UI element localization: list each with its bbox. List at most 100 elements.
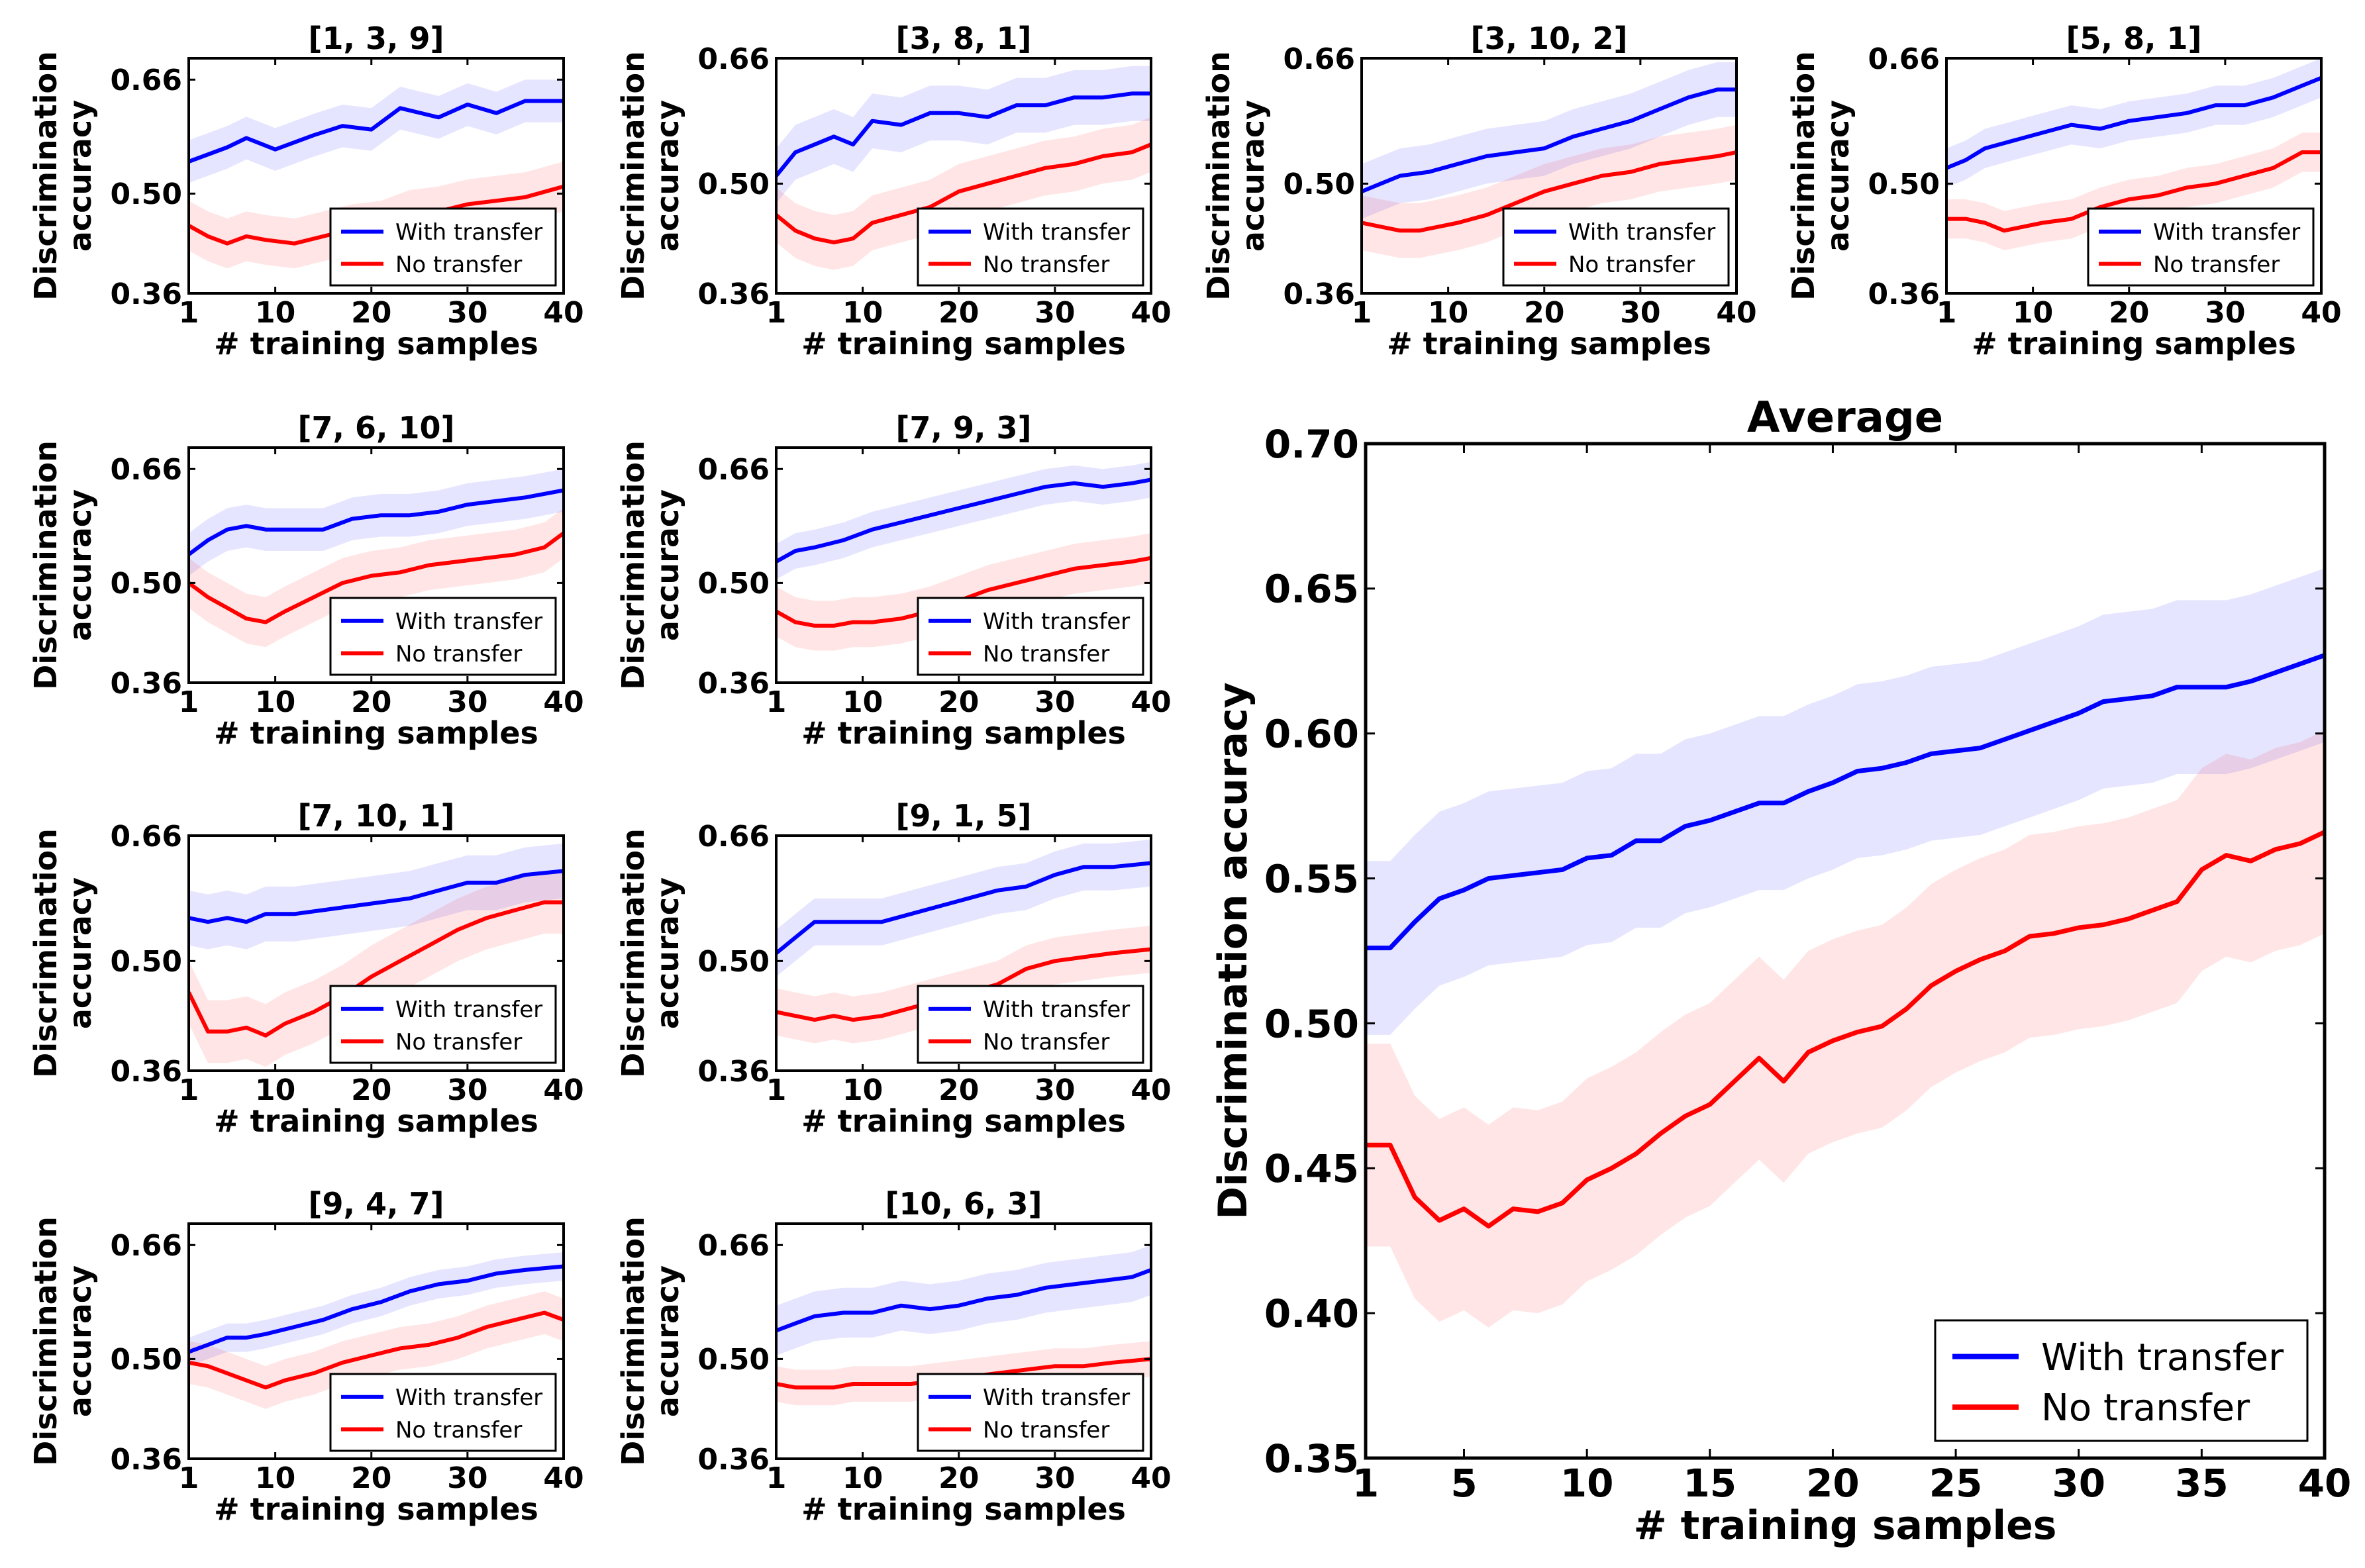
chart-title: [7, 9, 3] xyxy=(895,410,1031,446)
x-tick-label: 1 xyxy=(179,1461,199,1495)
x-tick-label: 10 xyxy=(842,685,883,719)
y-tick-label: 0.66 xyxy=(697,42,770,76)
x-tick-label: 1 xyxy=(179,296,199,330)
x-tick-label: 20 xyxy=(2109,296,2149,330)
legend-label-with-transfer: With transfer xyxy=(395,219,542,246)
x-tick-label: 30 xyxy=(447,685,487,719)
plot-frame xyxy=(775,446,1152,684)
x-tick-label: 30 xyxy=(1034,1073,1075,1107)
chart-title: [7, 6, 10] xyxy=(297,410,454,446)
y-tick-label: 0.36 xyxy=(697,277,770,311)
x-tick-label: 10 xyxy=(255,1461,295,1495)
x-tick-label: 1 xyxy=(766,296,787,330)
legend: With transfer No transfer xyxy=(329,1373,557,1452)
chart-panel-8: 1 10 20 30 40 0.36 0.50 0.66 [9, 1, 5] # training… xyxy=(615,798,1172,1139)
series-line-with-transfer xyxy=(776,1268,1151,1333)
legend: With transfer No transfer xyxy=(329,597,557,676)
plot-area xyxy=(189,469,564,648)
x-tick-label: 20 xyxy=(938,296,979,330)
x-tick-label: 20 xyxy=(1524,296,1564,330)
y-tick-label: 0.36 xyxy=(1868,277,1940,311)
x-tick-label: 20 xyxy=(351,685,391,719)
chart-panel-2: 1 10 20 30 40 0.36 0.50 0.66 [3, 8, 1] # training… xyxy=(615,21,1172,362)
series-line-no-transfer xyxy=(189,1310,564,1390)
series-line-no-transfer xyxy=(776,142,1151,245)
y-tick-label: 0.55 xyxy=(1264,856,1359,901)
legend-label-no-transfer: No transfer xyxy=(2041,1387,2250,1430)
series-line-with-transfer xyxy=(776,91,1151,177)
x-tick-label: 20 xyxy=(938,685,979,719)
y-tick-label: 0.50 xyxy=(1264,1001,1359,1046)
y-tick-label: 0.66 xyxy=(1868,42,1940,76)
plot-frame xyxy=(187,57,565,295)
confidence-band-no-transfer xyxy=(776,926,1151,1044)
x-tick-label: 30 xyxy=(447,296,487,330)
legend-box xyxy=(917,597,1144,676)
legend-label-no-transfer: No transfer xyxy=(1568,252,1695,278)
plot-area xyxy=(1366,568,2325,1328)
legend-label-no-transfer: No transfer xyxy=(395,1417,522,1444)
legend-label-with-transfer: With transfer xyxy=(395,1385,542,1411)
confidence-band-with-transfer xyxy=(776,1245,1151,1355)
chart-panel-9: 1 10 20 30 40 0.36 0.50 0.66 [9, 4, 7] # training… xyxy=(28,1186,584,1527)
plot-frame xyxy=(1364,442,2327,1460)
x-tick-label: 30 xyxy=(1620,296,1660,330)
plot-area xyxy=(776,66,1151,270)
legend-label-with-transfer: With transfer xyxy=(2153,219,2300,246)
series-line-no-transfer xyxy=(1946,150,2321,233)
plot-frame xyxy=(1945,57,2323,295)
x-tick-label: 40 xyxy=(543,1073,583,1107)
series-line-no-transfer xyxy=(1366,830,2325,1229)
confidence-band-no-transfer xyxy=(1366,730,2325,1328)
confidence-band-with-transfer xyxy=(189,843,564,950)
x-axis-label: # training samples xyxy=(1634,1502,2057,1549)
x-tick-label: 1 xyxy=(766,1073,787,1107)
chart-title: [5, 8, 1] xyxy=(2066,21,2201,56)
plot-frame xyxy=(775,1222,1152,1460)
x-tick-label: 15 xyxy=(1683,1461,1736,1506)
x-tick-label: 5 xyxy=(1450,1461,1477,1506)
chart-panel-6: 1 10 20 30 40 0.36 0.50 0.66 [7, 9, 3] # training… xyxy=(615,410,1172,751)
plot-frame xyxy=(1360,57,1738,295)
y-axis-label-line-2: accuracy xyxy=(650,877,685,1029)
y-axis-label-line-1: Discrimination xyxy=(1201,51,1236,301)
confidence-band-no-transfer xyxy=(776,117,1151,270)
legend-label-with-transfer: With transfer xyxy=(983,609,1130,635)
legend: With transfer No transfer xyxy=(2087,207,2315,287)
y-tick-label: 0.36 xyxy=(110,1443,182,1477)
plot-area xyxy=(189,843,564,1067)
legend-box xyxy=(917,207,1144,287)
y-axis-label-line-1: Discrimination xyxy=(615,440,651,690)
y-tick-label: 0.65 xyxy=(1264,567,1359,612)
y-tick-label: 0.66 xyxy=(110,1229,182,1263)
y-tick-label: 0.66 xyxy=(1283,42,1355,76)
y-axis-label-line-2: accuracy xyxy=(1235,100,1271,252)
chart-title: [9, 4, 7] xyxy=(308,1186,444,1222)
plot-area xyxy=(1362,62,1736,258)
y-tick-label: 0.45 xyxy=(1264,1146,1359,1191)
x-tick-label: 10 xyxy=(842,1461,883,1495)
legend-box xyxy=(329,985,557,1064)
x-tick-label: 25 xyxy=(1929,1461,1983,1506)
y-axis-label-line-2: accuracy xyxy=(62,877,98,1029)
y-axis-label-line-2: accuracy xyxy=(62,1265,98,1417)
x-tick-label: 20 xyxy=(938,1461,979,1495)
x-tick-label: 20 xyxy=(351,296,391,330)
chart-title: [7, 10, 1] xyxy=(297,798,454,834)
confidence-band-with-transfer xyxy=(1362,62,1736,219)
series-line-with-transfer xyxy=(1946,75,2321,170)
y-tick-label: 0.36 xyxy=(697,1055,770,1089)
y-axis-label-line-2: accuracy xyxy=(62,100,98,252)
series-line-with-transfer xyxy=(1366,653,2325,951)
y-tick-label: 0.70 xyxy=(1264,422,1359,467)
legend-label-no-transfer: No transfer xyxy=(395,1029,522,1055)
legend: With transfer No transfer xyxy=(917,597,1144,676)
legend-label-no-transfer: No transfer xyxy=(395,641,522,667)
legend-box xyxy=(1934,1319,2309,1442)
chart-title: [9, 1, 5] xyxy=(895,798,1031,834)
legend-label-no-transfer: No transfer xyxy=(983,1029,1109,1055)
y-tick-label: 0.50 xyxy=(697,168,770,201)
x-tick-label: 35 xyxy=(2175,1461,2229,1506)
y-axis-label-line-1: Discrimination xyxy=(28,1216,64,1466)
y-tick-label: 0.66 xyxy=(110,453,182,487)
